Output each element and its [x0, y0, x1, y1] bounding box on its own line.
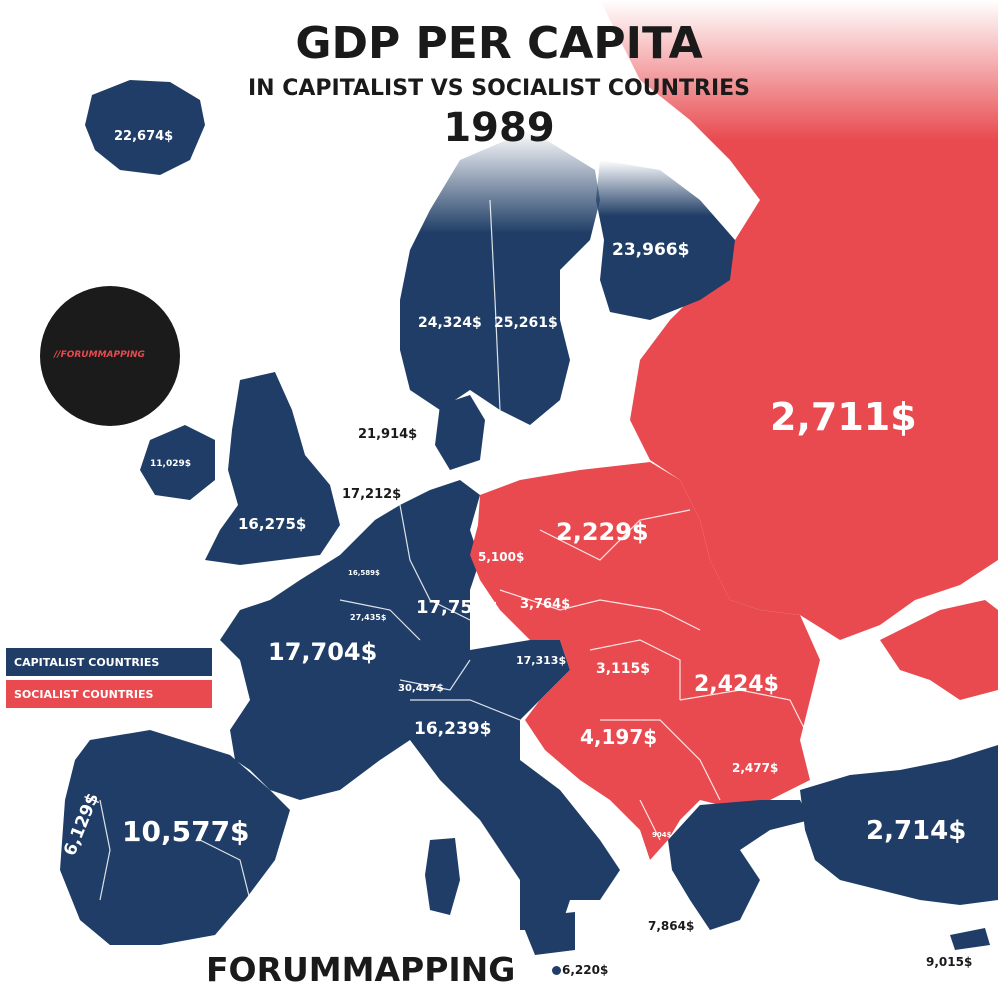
- legend-socialist: SOCIALIST COUNTRIES: [6, 680, 212, 708]
- label-malta: 6,220$: [562, 963, 609, 977]
- region-finland: [596, 160, 735, 320]
- region-iberia: [60, 730, 290, 945]
- label-poland: 2,229$: [556, 518, 649, 546]
- label-uk: 16,275$: [238, 515, 307, 533]
- label-iceland: 22,674$: [114, 129, 174, 144]
- label-ireland: 11,029$: [150, 459, 191, 469]
- label-east-germany: 5,100$: [478, 550, 525, 564]
- label-greece: 7,864$: [648, 919, 695, 933]
- label-ussr: 2,711$: [770, 395, 917, 439]
- map-year: 1989: [443, 105, 555, 151]
- label-austria: 17,313$: [516, 654, 567, 667]
- legend-capitalist: CAPITALIST COUNTRIES: [6, 648, 212, 676]
- label-west-germany: 17,751$: [416, 597, 498, 618]
- malta-dot: [552, 966, 561, 975]
- region-cyprus: [950, 928, 990, 950]
- region-greece: [668, 800, 810, 930]
- label-hungary: 3,115$: [596, 661, 651, 677]
- region-ussr: [600, 0, 998, 640]
- label-norway: 24,324$: [418, 315, 482, 331]
- region-ireland: [140, 425, 215, 500]
- label-luxembourg: 27,435$: [350, 613, 387, 622]
- label-bulgaria: 2,477$: [732, 761, 779, 775]
- region-iceland: [85, 80, 205, 175]
- map-subtitle: IN CAPITALIST VS SOCIALIST COUNTRIES: [247, 76, 751, 101]
- region-denmark: [435, 395, 485, 470]
- region-turkey: [800, 745, 998, 905]
- map-title: GDP PER CAPITA: [295, 18, 703, 69]
- country-borders: [99, 199, 811, 901]
- label-italy: 16,239$: [414, 719, 492, 739]
- label-turkey: 2,714$: [866, 816, 967, 846]
- region-western-europe: [220, 480, 620, 930]
- forummapping-logo: //FORUMMAPPING: [40, 286, 180, 426]
- footer-brand: FORUMMAPPING: [206, 950, 516, 989]
- label-cyprus: 9,015$: [926, 955, 973, 969]
- label-spain: 10,577$: [122, 815, 250, 848]
- region-uk: [205, 372, 340, 565]
- region-eastern-bloc: [470, 462, 820, 860]
- label-denmark: 21,914$: [358, 427, 418, 442]
- region-ussr-south: [880, 600, 998, 700]
- label-yugoslavia: 4,197$: [580, 725, 658, 749]
- label-france: 17,704$: [268, 638, 378, 666]
- label-sweden: 25,261$: [494, 315, 558, 331]
- logo-text: //FORUMMAPPING: [54, 350, 145, 360]
- label-switzerland: 30,457$: [398, 683, 444, 694]
- label-netherlands: 17,212$: [342, 487, 402, 502]
- label-finland: 23,966$: [612, 240, 690, 260]
- label-belgium: 16,589$: [348, 569, 380, 577]
- label-czechoslovakia: 3,764$: [520, 597, 571, 612]
- region-sardinia: [425, 838, 460, 915]
- label-romania: 2,424$: [694, 672, 779, 697]
- label-albania: 904$: [652, 831, 672, 839]
- region-scandinavia: [400, 130, 600, 425]
- region-sicily: [520, 912, 575, 955]
